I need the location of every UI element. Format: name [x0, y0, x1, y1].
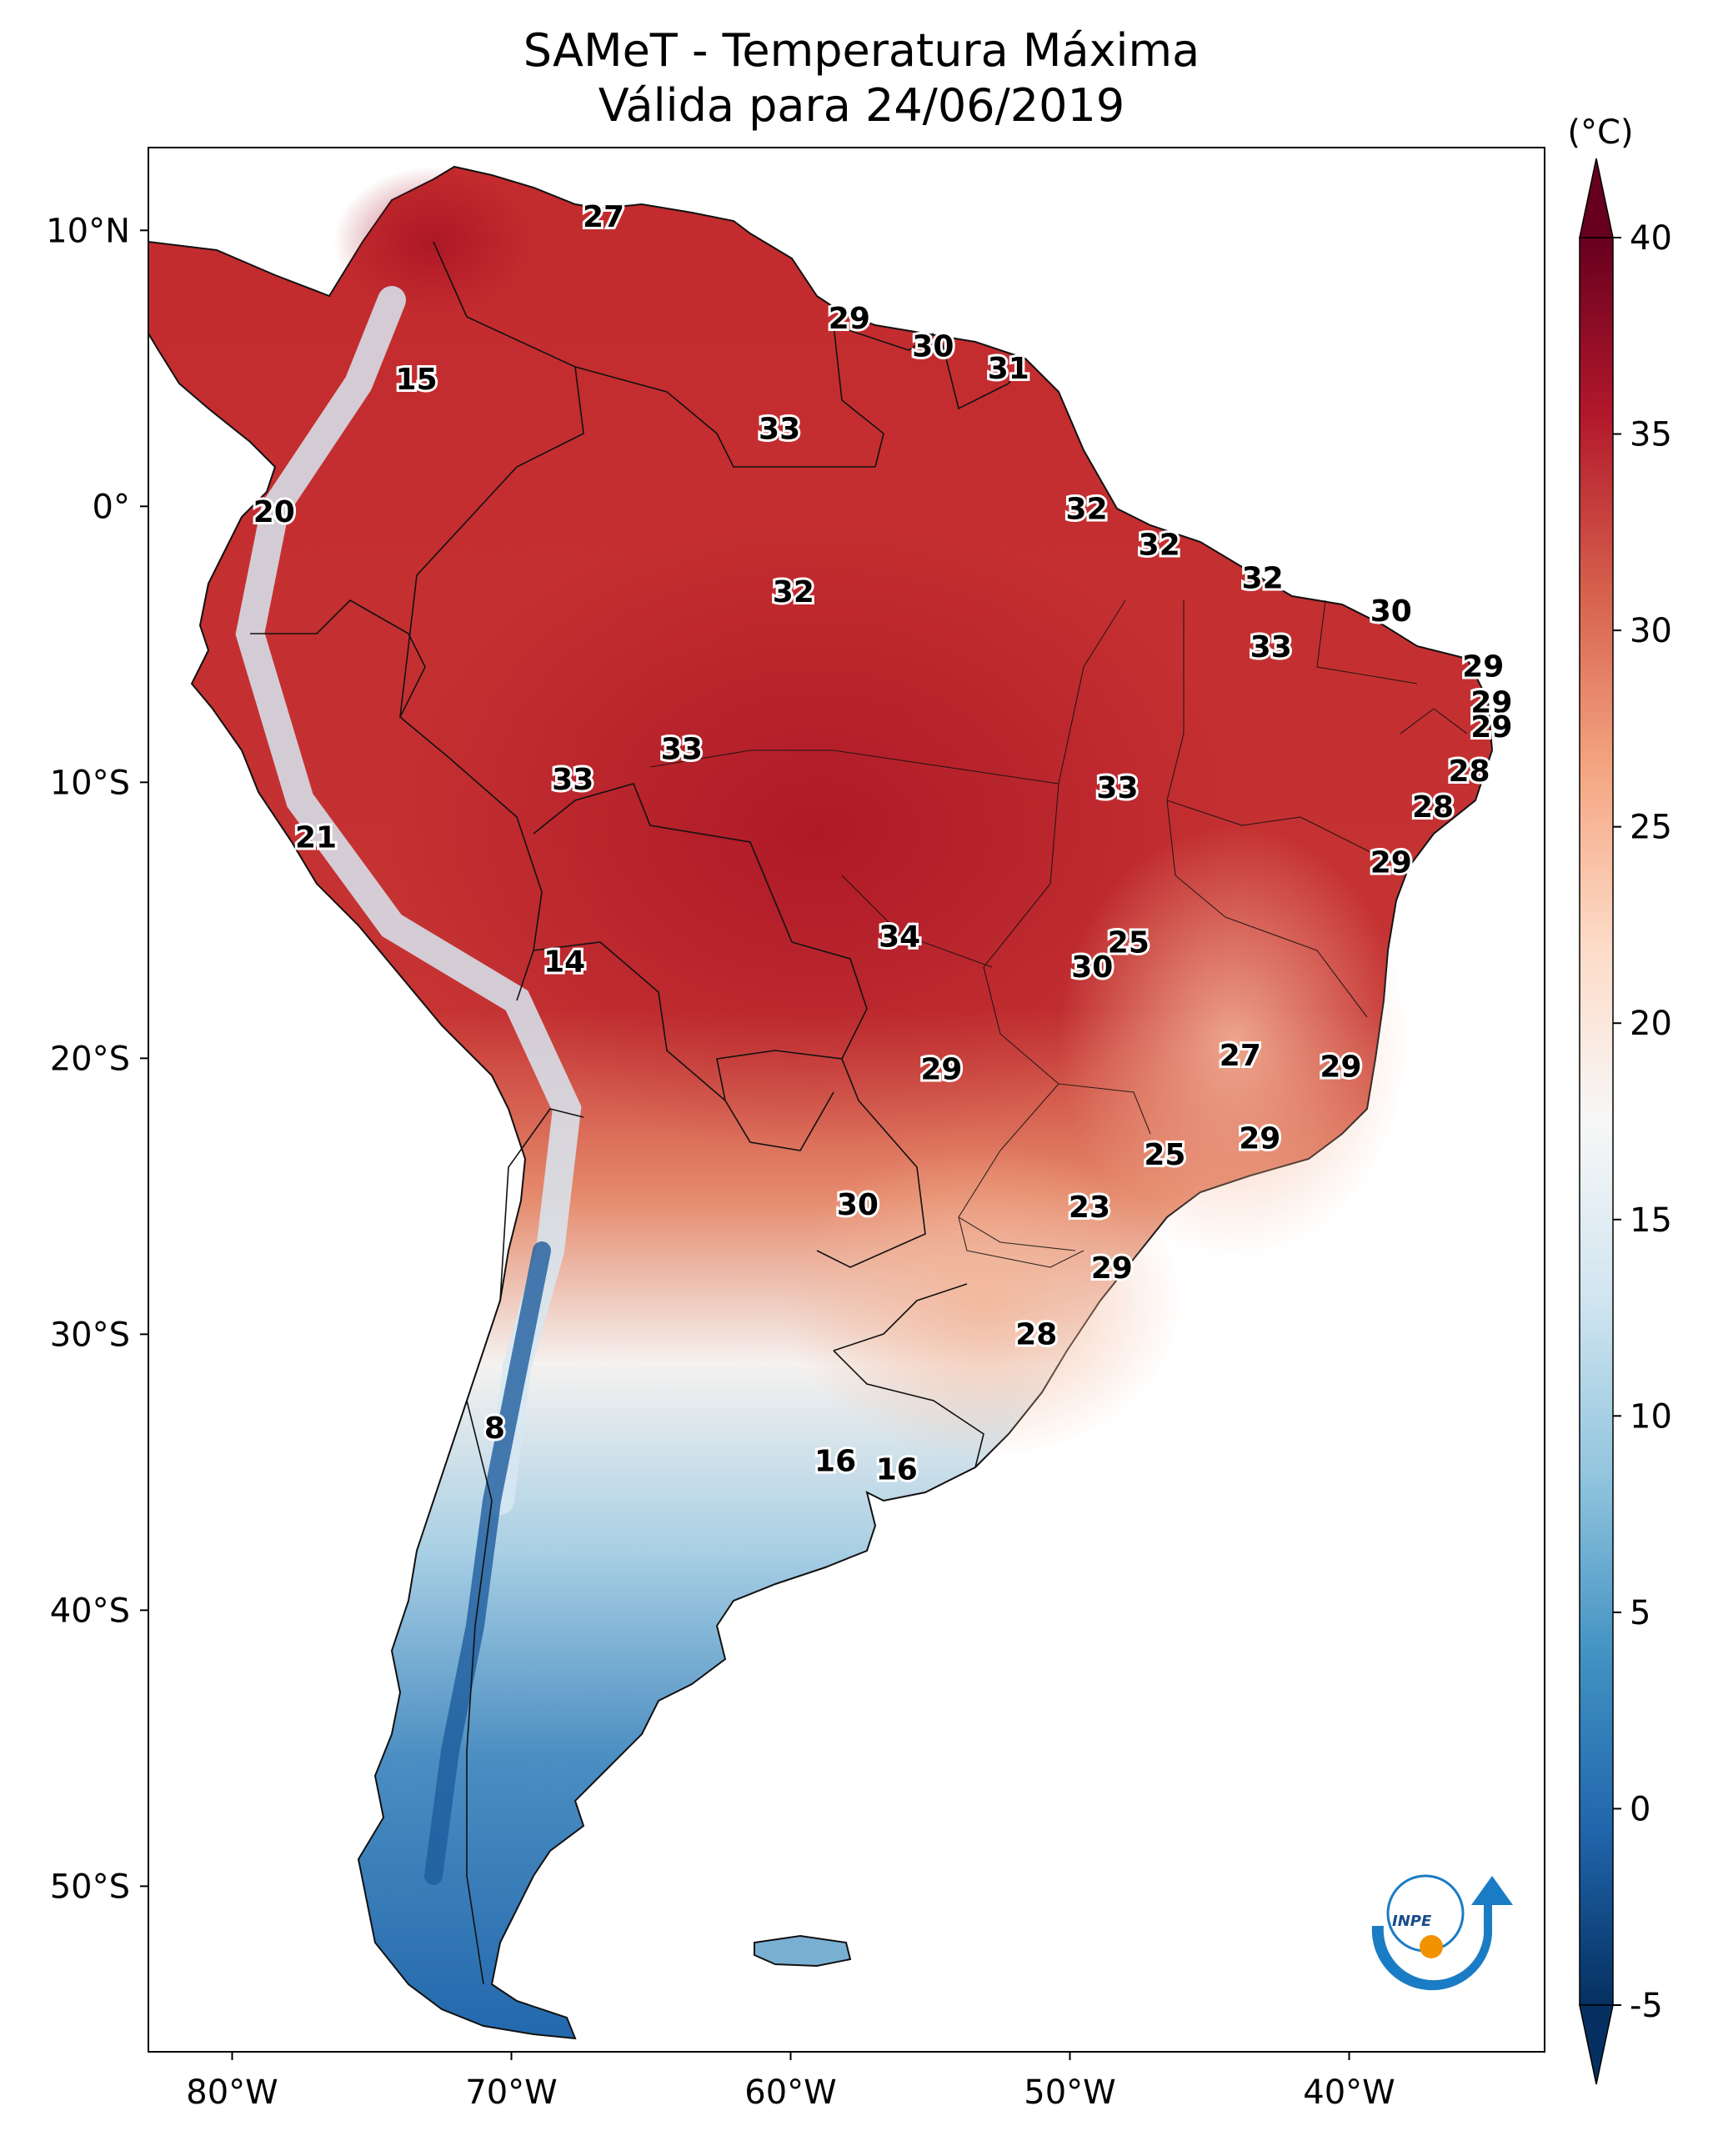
city-temperature-label: 33 — [1250, 630, 1292, 664]
colorbar-ticks: 40 35 30 25 20 15 10 5 0 -5 — [1613, 219, 1672, 2025]
city-temperature-label: 21 — [295, 821, 337, 855]
colorbar-tick-label: 35 — [1630, 416, 1672, 454]
falkland-islands — [754, 1934, 852, 1968]
colorbar-max-extension — [1579, 158, 1614, 238]
city-temperature-label: 27 — [583, 200, 624, 234]
colorbar: 40 35 30 25 20 15 10 5 0 -5 (°C) — [1567, 113, 1672, 2085]
colorbar-scale — [1579, 237, 1614, 2006]
city-temperature-label: 25 — [1108, 925, 1150, 960]
latitude-tick-label: 10°S — [50, 764, 130, 802]
state-borders — [649, 599, 1468, 1268]
colorbar-tick-label: 20 — [1630, 1005, 1672, 1043]
city-temperature-label: 32 — [773, 575, 814, 609]
city-temperature-label: 30 — [1071, 950, 1113, 985]
city-temperature-label: 30 — [837, 1188, 879, 1222]
latitude-tick-label: 50°S — [50, 1868, 130, 1906]
city-temperature-label: 32 — [1139, 529, 1180, 563]
city-temperature-label: 29 — [920, 1053, 962, 1087]
longitude-tick-label: 80°W — [186, 2073, 278, 2112]
city-temperature-label: 29 — [1462, 649, 1504, 684]
city-temperature-label: 28 — [1015, 1317, 1057, 1351]
latitude-tick-label: 40°S — [50, 1592, 130, 1630]
city-temperature-label: 30 — [912, 329, 954, 364]
city-temperature-label: 33 — [1096, 771, 1138, 805]
colorbar-tick-label: 10 — [1630, 1397, 1672, 1436]
colorbar-tick-label: -5 — [1630, 1987, 1663, 2025]
city-temperature-label: 31 — [988, 352, 1029, 386]
hot-core-amazon — [383, 517, 1250, 1151]
colorbar-tick-label: 30 — [1630, 612, 1672, 650]
longitude-axis: 80°W 70°W 60°W 50°W 40°W — [186, 2052, 1395, 2112]
city-temperature-label: 25 — [1144, 1138, 1185, 1172]
city-temperature-label: 29 — [1370, 845, 1412, 880]
city-temperature-label: 29 — [1091, 1251, 1133, 1286]
latitude-tick-label: 20°S — [50, 1040, 130, 1078]
map-layer — [148, 165, 1494, 2040]
logo-blue-swoosh — [1371, 1876, 1513, 1991]
city-temperature-label: 16 — [814, 1445, 856, 1479]
logo-text: INPE — [1392, 1913, 1432, 1930]
city-temperature-label: 33 — [552, 763, 594, 797]
colorbar-tick-label: 5 — [1630, 1594, 1650, 1632]
colorbar-tick-label: 40 — [1630, 219, 1672, 258]
logo-orange-dot — [1420, 1935, 1443, 1958]
inpe-logo: INPE — [1371, 1874, 1513, 1991]
city-temperature-label: 33 — [661, 733, 703, 767]
city-temperature-label: 28 — [1412, 790, 1454, 825]
city-temperature-label: 27 — [1220, 1039, 1261, 1073]
chart-title-line2: Válida para 24/06/2019 — [598, 79, 1125, 132]
city-temperature-label: 29 — [1239, 1121, 1280, 1156]
city-temperature-label: 32 — [1242, 561, 1284, 595]
latitude-tick-label: 30°S — [50, 1316, 130, 1354]
colorbar-tick-label: 25 — [1630, 809, 1672, 847]
city-temperature-label: 34 — [879, 920, 920, 955]
mild-south — [784, 1142, 1184, 1459]
city-temperature-label: 29 — [1470, 710, 1512, 745]
city-temperature-label: 23 — [1069, 1191, 1110, 1225]
city-temperature-label: 29 — [1470, 685, 1512, 720]
city-temperature-label: 33 — [759, 413, 800, 447]
city-temperature-label: 8 — [484, 1411, 505, 1446]
latitude-tick-label: 10°N — [46, 212, 130, 250]
mild-southeast — [1059, 825, 1409, 1259]
longitude-tick-label: 70°W — [465, 2073, 557, 2112]
longitude-tick-label: 60°W — [744, 2073, 836, 2112]
colorbar-min-extension — [1579, 2004, 1614, 2085]
latitude-axis: 10°N 0° 10°S 20°S 30°S 40°S 50°S — [46, 212, 148, 1906]
city-temperature-label: 30 — [1370, 594, 1412, 629]
city-temperature-label: 29 — [829, 302, 870, 336]
city-temperature-label: 14 — [543, 945, 585, 979]
city-temperature-label: 32 — [1066, 493, 1108, 527]
city-temperature-label: 29 — [1320, 1050, 1361, 1084]
latitude-tick-label: 0° — [93, 488, 130, 526]
colorbar-unit-label: (°C) — [1567, 113, 1633, 152]
city-temperature-label: 15 — [396, 363, 438, 397]
colorbar-tick-label: 15 — [1630, 1201, 1672, 1240]
country-borders — [250, 241, 1026, 1985]
city-temperature-label: 16 — [876, 1453, 918, 1487]
longitude-tick-label: 50°W — [1024, 2073, 1115, 2112]
chart-title-line1: SAMeT - Temperatura Máxima — [523, 24, 1200, 77]
colorbar-tick-label: 0 — [1630, 1790, 1650, 1828]
city-temperature-label: 28 — [1448, 755, 1490, 789]
longitude-tick-label: 40°W — [1303, 2073, 1395, 2112]
city-temperature-label: 20 — [253, 495, 295, 529]
